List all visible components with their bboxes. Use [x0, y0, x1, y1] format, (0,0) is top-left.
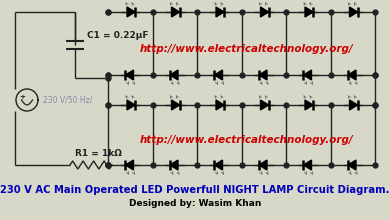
Text: http://www.electricaltechnology.org/: http://www.electricaltechnology.org/ — [140, 44, 353, 53]
Polygon shape — [349, 100, 358, 110]
Polygon shape — [348, 70, 356, 80]
Text: C1 = 0.22μF: C1 = 0.22μF — [87, 31, 149, 40]
Text: +: + — [19, 94, 25, 100]
Polygon shape — [259, 160, 267, 170]
Polygon shape — [170, 160, 178, 170]
Text: R1 = 1kΩ: R1 = 1kΩ — [75, 150, 122, 158]
Polygon shape — [348, 160, 356, 170]
Polygon shape — [215, 160, 222, 170]
Polygon shape — [172, 7, 180, 17]
Polygon shape — [261, 100, 269, 110]
Polygon shape — [172, 100, 180, 110]
Polygon shape — [127, 7, 135, 17]
Polygon shape — [261, 7, 269, 17]
Polygon shape — [127, 100, 135, 110]
Polygon shape — [126, 160, 133, 170]
Text: Designed by: Wasim Khan: Designed by: Wasim Khan — [129, 200, 261, 209]
Polygon shape — [349, 7, 358, 17]
Polygon shape — [303, 70, 312, 80]
Text: 230 V/50 Hz/: 230 V/50 Hz/ — [43, 95, 92, 104]
Polygon shape — [305, 7, 313, 17]
Text: 230 V AC Main Operated LED Powerfull NIGHT LAMP Circuit Diagram.: 230 V AC Main Operated LED Powerfull NIG… — [0, 185, 390, 195]
Polygon shape — [170, 70, 178, 80]
Polygon shape — [215, 70, 222, 80]
Polygon shape — [216, 7, 224, 17]
Polygon shape — [305, 100, 313, 110]
Text: http://www.electricaltechnology.org/: http://www.electricaltechnology.org/ — [140, 135, 353, 145]
Polygon shape — [303, 160, 312, 170]
Polygon shape — [259, 70, 267, 80]
Polygon shape — [126, 70, 133, 80]
Polygon shape — [216, 100, 224, 110]
